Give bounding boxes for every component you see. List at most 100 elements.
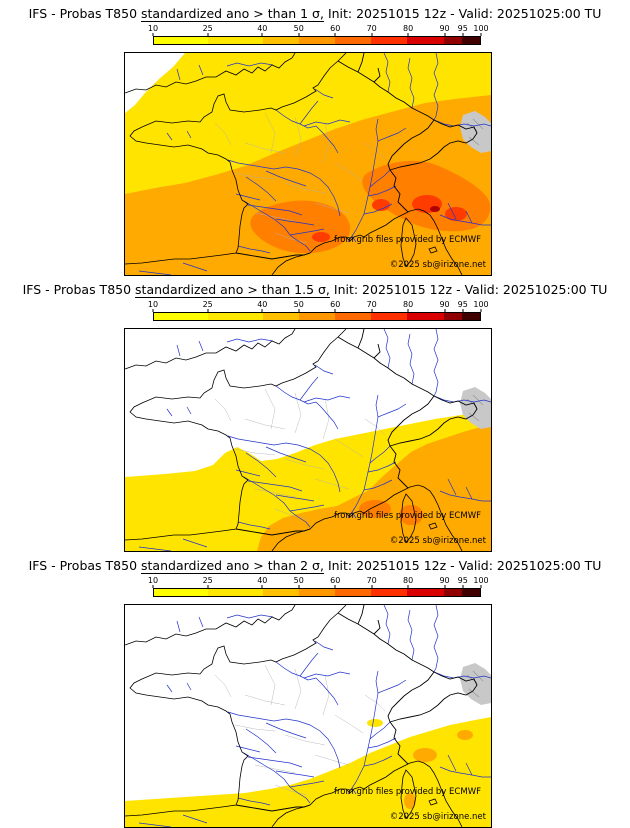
colorbar: 10 25 40 50 60 70 80 90 95 100 bbox=[148, 300, 489, 321]
colorbar-tick-label: 60 bbox=[330, 576, 341, 585]
colorbar-segment bbox=[371, 313, 408, 320]
colorbar-tick-label: 80 bbox=[403, 24, 414, 33]
colorbar-segment bbox=[208, 313, 263, 320]
colorbar-tick bbox=[334, 585, 336, 588]
colorbar-tick-label: 70 bbox=[366, 576, 377, 585]
colorbar-tick bbox=[444, 33, 446, 36]
colorbar-tick bbox=[152, 33, 154, 36]
colorbar-tick bbox=[371, 309, 373, 312]
colorbar-segment bbox=[208, 37, 263, 44]
colorbar-segment bbox=[154, 313, 209, 320]
colorbar-tick bbox=[298, 585, 300, 588]
colorbar-tick-label: 25 bbox=[202, 24, 213, 33]
colorbar-tick-label: 50 bbox=[293, 576, 304, 585]
colorbar-tick bbox=[480, 309, 482, 312]
attribution-ecmwf: from grib files provided by ECMWF bbox=[334, 235, 481, 245]
colorbar-segment bbox=[262, 313, 299, 320]
colorbar: 10 25 40 50 60 70 80 90 95 100 bbox=[148, 24, 489, 45]
colorbar-tick-label: 10 bbox=[147, 300, 159, 309]
colorbar-tick-label: 95 bbox=[457, 300, 468, 309]
colorbar-segment bbox=[461, 313, 480, 320]
colorbar-segment bbox=[371, 589, 408, 596]
colorbar-segment bbox=[407, 589, 444, 596]
title-sigma: standardized ano > than 1.5 σ, bbox=[135, 282, 330, 297]
colorbar-tick-label: 25 bbox=[202, 576, 213, 585]
colorbar-tick bbox=[444, 309, 446, 312]
colorbar-segment bbox=[298, 589, 336, 596]
colorbar-segment bbox=[208, 589, 263, 596]
title-sigma: standardized ano > than 1 σ, bbox=[141, 6, 324, 21]
colorbar-tick bbox=[298, 33, 300, 36]
colorbar-segment bbox=[262, 37, 299, 44]
colorbar-tick bbox=[334, 33, 336, 36]
colorbar-segment bbox=[371, 37, 408, 44]
colorbar-segment bbox=[335, 37, 372, 44]
colorbar-tick bbox=[462, 309, 464, 312]
colorbar-tick bbox=[462, 33, 464, 36]
map-frame-sigma-2: from grib files provided by ECMWF ©2025 … bbox=[124, 604, 492, 828]
panel-title: IFS - Probas T850 standardized ano > tha… bbox=[0, 282, 630, 297]
colorbar-tick bbox=[334, 309, 336, 312]
colorbar-ticks bbox=[152, 309, 482, 312]
colorbar-tick bbox=[407, 585, 409, 588]
colorbar-labels: 10 25 40 50 60 70 80 90 95 100 bbox=[148, 24, 489, 33]
colorbar-bar bbox=[153, 588, 481, 597]
colorbar-segment bbox=[443, 37, 462, 44]
colorbar-tick bbox=[152, 585, 154, 588]
title-sigma: standardized ano > than 2 σ, bbox=[141, 558, 324, 573]
colorbar-tick bbox=[407, 33, 409, 36]
panel-sigma-1: IFS - Probas T850 standardized ano > tha… bbox=[0, 0, 630, 276]
prob-field-dark-orange bbox=[359, 500, 391, 518]
prob-field-dark-red bbox=[430, 206, 440, 212]
prob-field-orange-spot bbox=[404, 793, 416, 809]
colorbar-segment bbox=[154, 589, 209, 596]
colorbar-tick-label: 40 bbox=[257, 24, 268, 33]
colorbar-segment bbox=[154, 37, 209, 44]
colorbar-labels: 10 25 40 50 60 70 80 90 95 100 bbox=[148, 300, 489, 309]
map-frame-sigma-1: from grib files provided by ECMWF ©2025 … bbox=[124, 52, 492, 276]
colorbar-tick-label: 40 bbox=[257, 576, 268, 585]
colorbar-tick bbox=[444, 585, 446, 588]
colorbar-tick-label: 60 bbox=[330, 300, 341, 309]
prob-field-yellow bbox=[125, 717, 491, 827]
attribution-ecmwf: from grib files provided by ECMWF bbox=[334, 787, 481, 797]
colorbar-tick bbox=[462, 585, 464, 588]
map-sigma-1 bbox=[125, 53, 491, 275]
colorbar-tick-label: 100 bbox=[473, 24, 489, 33]
colorbar-ticks bbox=[152, 585, 482, 588]
prob-field-below-threshold bbox=[125, 53, 185, 113]
colorbar-tick bbox=[261, 585, 263, 588]
prob-field-red bbox=[312, 232, 330, 242]
colorbar-ticks bbox=[152, 33, 482, 36]
colorbar-segment bbox=[335, 589, 372, 596]
prob-field-red bbox=[445, 207, 467, 221]
copyright: ©2025 sb@irizone.net bbox=[389, 812, 486, 822]
colorbar-tick-label: 100 bbox=[473, 576, 489, 585]
prob-field-orange-spot bbox=[457, 730, 473, 740]
prob-field-dark-orange bbox=[399, 505, 423, 525]
panel-title: IFS - Probas T850 standardized ano > tha… bbox=[0, 6, 630, 21]
colorbar-tick bbox=[371, 33, 373, 36]
colorbar-tick-label: 50 bbox=[293, 300, 304, 309]
title-prefix: IFS - Probas T850 bbox=[22, 282, 132, 297]
colorbar-segment bbox=[407, 313, 444, 320]
colorbar-tick-label: 25 bbox=[202, 300, 213, 309]
colorbar-tick bbox=[298, 309, 300, 312]
colorbar-tick-label: 50 bbox=[293, 24, 304, 33]
colorbar-tick-label: 80 bbox=[403, 300, 414, 309]
colorbar-tick bbox=[261, 309, 263, 312]
prob-field-orange-spot bbox=[413, 748, 437, 762]
colorbar-labels: 10 25 40 50 60 70 80 90 95 100 bbox=[148, 576, 489, 585]
prob-field-yellow-spot bbox=[367, 719, 383, 727]
panel-sigma-2: IFS - Probas T850 standardized ano > tha… bbox=[0, 552, 630, 828]
colorbar-tick bbox=[480, 585, 482, 588]
colorbar-tick bbox=[207, 309, 209, 312]
title-prefix: IFS - Probas T850 bbox=[28, 6, 138, 21]
title-prefix: IFS - Probas T850 bbox=[28, 558, 138, 573]
colorbar-tick-label: 70 bbox=[366, 24, 377, 33]
colorbar-tick-label: 10 bbox=[147, 576, 159, 585]
colorbar-tick-label: 90 bbox=[439, 24, 450, 33]
attribution-ecmwf: from grib files provided by ECMWF bbox=[334, 511, 481, 521]
colorbar-tick bbox=[407, 309, 409, 312]
title-validity: Init: 20251015 12z - Valid: 20251025:00 … bbox=[333, 282, 608, 297]
